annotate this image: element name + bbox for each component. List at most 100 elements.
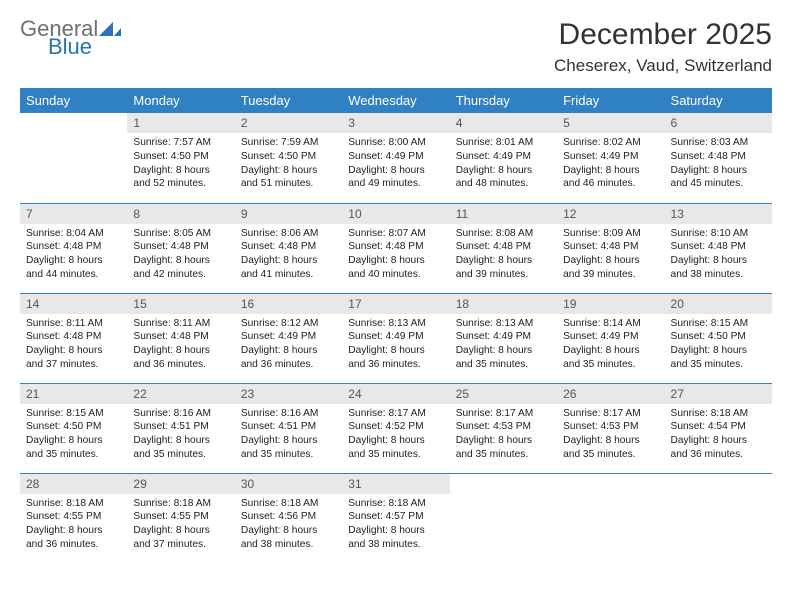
day-number: 4 <box>450 113 557 133</box>
location: Cheserex, Vaud, Switzerland <box>554 56 772 76</box>
day-number: 20 <box>665 294 772 314</box>
day-number: 12 <box>557 204 664 224</box>
day-number: 15 <box>127 294 234 314</box>
day-details: Sunrise: 8:15 AMSunset: 4:50 PMDaylight:… <box>20 404 127 468</box>
day-number: 5 <box>557 113 664 133</box>
day-details: Sunrise: 8:12 AMSunset: 4:49 PMDaylight:… <box>235 314 342 378</box>
calendar-week-row: 21Sunrise: 8:15 AMSunset: 4:50 PMDayligh… <box>20 383 772 473</box>
calendar-day-cell: 22Sunrise: 8:16 AMSunset: 4:51 PMDayligh… <box>127 383 234 473</box>
weekday-header: Friday <box>557 88 664 113</box>
calendar-day-cell: 2Sunrise: 7:59 AMSunset: 4:50 PMDaylight… <box>235 113 342 203</box>
day-number: 28 <box>20 474 127 494</box>
calendar-day-cell: 18Sunrise: 8:13 AMSunset: 4:49 PMDayligh… <box>450 293 557 383</box>
calendar-day-cell: 1Sunrise: 7:57 AMSunset: 4:50 PMDaylight… <box>127 113 234 203</box>
calendar-day-cell <box>665 473 772 563</box>
calendar-day-cell: 23Sunrise: 8:16 AMSunset: 4:51 PMDayligh… <box>235 383 342 473</box>
calendar-day-cell: 27Sunrise: 8:18 AMSunset: 4:54 PMDayligh… <box>665 383 772 473</box>
day-number: 21 <box>20 384 127 404</box>
day-number: 18 <box>450 294 557 314</box>
calendar-day-cell: 7Sunrise: 8:04 AMSunset: 4:48 PMDaylight… <box>20 203 127 293</box>
day-number: 3 <box>342 113 449 133</box>
day-number: 14 <box>20 294 127 314</box>
calendar-day-cell: 31Sunrise: 8:18 AMSunset: 4:57 PMDayligh… <box>342 473 449 563</box>
day-number: 26 <box>557 384 664 404</box>
day-number: 17 <box>342 294 449 314</box>
weekday-header: Tuesday <box>235 88 342 113</box>
calendar-week-row: 1Sunrise: 7:57 AMSunset: 4:50 PMDaylight… <box>20 113 772 203</box>
calendar-day-cell: 20Sunrise: 8:15 AMSunset: 4:50 PMDayligh… <box>665 293 772 383</box>
day-number: 11 <box>450 204 557 224</box>
day-details: Sunrise: 7:57 AMSunset: 4:50 PMDaylight:… <box>127 133 234 197</box>
day-number: 9 <box>235 204 342 224</box>
day-details: Sunrise: 8:00 AMSunset: 4:49 PMDaylight:… <box>342 133 449 197</box>
logo-sail-icon <box>99 18 121 40</box>
day-details: Sunrise: 8:04 AMSunset: 4:48 PMDaylight:… <box>20 224 127 288</box>
calendar-week-row: 7Sunrise: 8:04 AMSunset: 4:48 PMDaylight… <box>20 203 772 293</box>
calendar-day-cell: 5Sunrise: 8:02 AMSunset: 4:49 PMDaylight… <box>557 113 664 203</box>
day-details: Sunrise: 8:14 AMSunset: 4:49 PMDaylight:… <box>557 314 664 378</box>
calendar-day-cell: 4Sunrise: 8:01 AMSunset: 4:49 PMDaylight… <box>450 113 557 203</box>
calendar-day-cell: 10Sunrise: 8:07 AMSunset: 4:48 PMDayligh… <box>342 203 449 293</box>
calendar-day-cell: 28Sunrise: 8:18 AMSunset: 4:55 PMDayligh… <box>20 473 127 563</box>
day-details: Sunrise: 8:08 AMSunset: 4:48 PMDaylight:… <box>450 224 557 288</box>
calendar-day-cell: 24Sunrise: 8:17 AMSunset: 4:52 PMDayligh… <box>342 383 449 473</box>
calendar-day-cell: 21Sunrise: 8:15 AMSunset: 4:50 PMDayligh… <box>20 383 127 473</box>
calendar-day-cell: 11Sunrise: 8:08 AMSunset: 4:48 PMDayligh… <box>450 203 557 293</box>
calendar-day-cell <box>450 473 557 563</box>
day-details: Sunrise: 8:18 AMSunset: 4:57 PMDaylight:… <box>342 494 449 558</box>
day-details: Sunrise: 8:06 AMSunset: 4:48 PMDaylight:… <box>235 224 342 288</box>
day-details: Sunrise: 8:18 AMSunset: 4:55 PMDaylight:… <box>20 494 127 558</box>
day-details: Sunrise: 8:03 AMSunset: 4:48 PMDaylight:… <box>665 133 772 197</box>
calendar-day-cell: 16Sunrise: 8:12 AMSunset: 4:49 PMDayligh… <box>235 293 342 383</box>
day-details: Sunrise: 8:02 AMSunset: 4:49 PMDaylight:… <box>557 133 664 197</box>
day-number: 6 <box>665 113 772 133</box>
title-block: December 2025 Cheserex, Vaud, Switzerlan… <box>554 18 772 76</box>
day-details: Sunrise: 8:11 AMSunset: 4:48 PMDaylight:… <box>20 314 127 378</box>
weekday-header-row: Sunday Monday Tuesday Wednesday Thursday… <box>20 88 772 113</box>
calendar-day-cell: 17Sunrise: 8:13 AMSunset: 4:49 PMDayligh… <box>342 293 449 383</box>
calendar-day-cell: 14Sunrise: 8:11 AMSunset: 4:48 PMDayligh… <box>20 293 127 383</box>
day-details: Sunrise: 8:05 AMSunset: 4:48 PMDaylight:… <box>127 224 234 288</box>
calendar-week-row: 28Sunrise: 8:18 AMSunset: 4:55 PMDayligh… <box>20 473 772 563</box>
day-details: Sunrise: 8:18 AMSunset: 4:56 PMDaylight:… <box>235 494 342 558</box>
day-details: Sunrise: 8:17 AMSunset: 4:52 PMDaylight:… <box>342 404 449 468</box>
weekday-header: Wednesday <box>342 88 449 113</box>
weekday-header: Monday <box>127 88 234 113</box>
calendar-day-cell: 30Sunrise: 8:18 AMSunset: 4:56 PMDayligh… <box>235 473 342 563</box>
calendar-day-cell: 19Sunrise: 8:14 AMSunset: 4:49 PMDayligh… <box>557 293 664 383</box>
day-number: 25 <box>450 384 557 404</box>
calendar-day-cell <box>557 473 664 563</box>
calendar-day-cell: 3Sunrise: 8:00 AMSunset: 4:49 PMDaylight… <box>342 113 449 203</box>
day-details: Sunrise: 8:13 AMSunset: 4:49 PMDaylight:… <box>450 314 557 378</box>
day-details: Sunrise: 8:18 AMSunset: 4:54 PMDaylight:… <box>665 404 772 468</box>
day-details: Sunrise: 8:13 AMSunset: 4:49 PMDaylight:… <box>342 314 449 378</box>
month-title: December 2025 <box>554 18 772 52</box>
day-details: Sunrise: 8:17 AMSunset: 4:53 PMDaylight:… <box>557 404 664 468</box>
day-number: 19 <box>557 294 664 314</box>
day-number: 2 <box>235 113 342 133</box>
weekday-header: Saturday <box>665 88 772 113</box>
day-number: 7 <box>20 204 127 224</box>
day-number: 23 <box>235 384 342 404</box>
day-number: 22 <box>127 384 234 404</box>
day-details: Sunrise: 8:10 AMSunset: 4:48 PMDaylight:… <box>665 224 772 288</box>
day-details: Sunrise: 8:16 AMSunset: 4:51 PMDaylight:… <box>235 404 342 468</box>
day-number: 24 <box>342 384 449 404</box>
day-details: Sunrise: 8:11 AMSunset: 4:48 PMDaylight:… <box>127 314 234 378</box>
calendar-day-cell: 15Sunrise: 8:11 AMSunset: 4:48 PMDayligh… <box>127 293 234 383</box>
day-number: 10 <box>342 204 449 224</box>
day-number: 31 <box>342 474 449 494</box>
day-number: 27 <box>665 384 772 404</box>
calendar-day-cell <box>20 113 127 203</box>
calendar-day-cell: 26Sunrise: 8:17 AMSunset: 4:53 PMDayligh… <box>557 383 664 473</box>
calendar-week-row: 14Sunrise: 8:11 AMSunset: 4:48 PMDayligh… <box>20 293 772 383</box>
day-details: Sunrise: 8:15 AMSunset: 4:50 PMDaylight:… <box>665 314 772 378</box>
day-number: 13 <box>665 204 772 224</box>
calendar-day-cell: 12Sunrise: 8:09 AMSunset: 4:48 PMDayligh… <box>557 203 664 293</box>
calendar-day-cell: 25Sunrise: 8:17 AMSunset: 4:53 PMDayligh… <box>450 383 557 473</box>
day-details: Sunrise: 8:01 AMSunset: 4:49 PMDaylight:… <box>450 133 557 197</box>
day-number: 29 <box>127 474 234 494</box>
calendar-day-cell: 29Sunrise: 8:18 AMSunset: 4:55 PMDayligh… <box>127 473 234 563</box>
calendar-table: Sunday Monday Tuesday Wednesday Thursday… <box>20 88 772 563</box>
day-details: Sunrise: 8:16 AMSunset: 4:51 PMDaylight:… <box>127 404 234 468</box>
